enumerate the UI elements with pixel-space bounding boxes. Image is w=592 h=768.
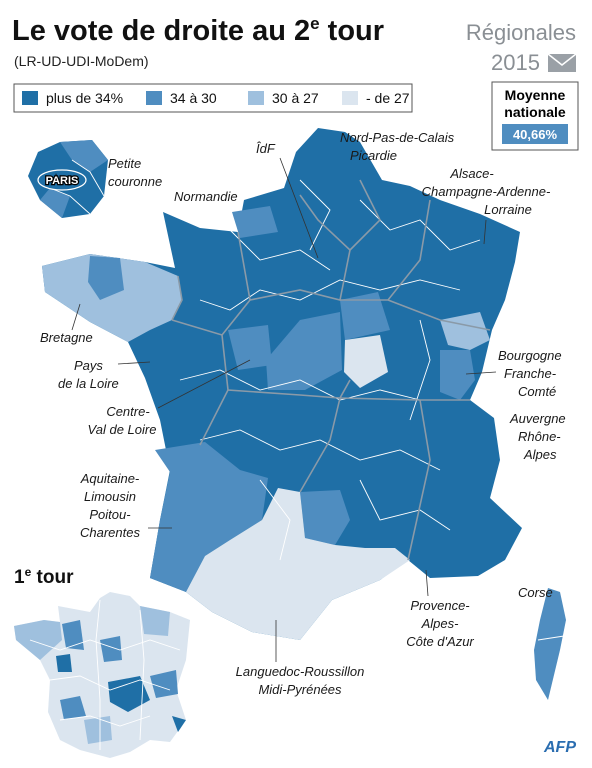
france-map bbox=[42, 128, 522, 640]
inset-zone bbox=[84, 716, 112, 744]
region-label: Normandie bbox=[174, 189, 238, 204]
region-label: ÎdF bbox=[256, 141, 276, 156]
legend-label: 34 à 30 bbox=[170, 90, 217, 106]
region-label: Picardie bbox=[350, 148, 397, 163]
region-label: Midi-Pyrénées bbox=[258, 682, 342, 697]
region-label: Petite bbox=[108, 156, 141, 171]
region-label: Côte d'Azur bbox=[406, 634, 474, 649]
region-label: Languedoc-Roussillon bbox=[236, 664, 365, 679]
region-label: Comté bbox=[518, 384, 556, 399]
inset-zone bbox=[60, 696, 86, 720]
region-label: Champagne-Ardenne- bbox=[422, 184, 551, 199]
region-label: Val de Loire bbox=[88, 422, 157, 437]
region-label: Alpes bbox=[523, 447, 557, 462]
legend-label: - de 27 bbox=[366, 90, 410, 106]
legend-swatch bbox=[146, 91, 162, 105]
source-logo: AFP bbox=[543, 739, 576, 756]
region-label: de la Loire bbox=[58, 376, 119, 391]
map-zone bbox=[88, 256, 124, 300]
inset-zone bbox=[62, 620, 84, 650]
region-label: Bourgogne bbox=[498, 348, 562, 363]
map-zone bbox=[440, 312, 490, 350]
region-label: Bretagne bbox=[40, 330, 93, 345]
region-label: Auvergne bbox=[509, 411, 566, 426]
election: Régionales bbox=[466, 20, 576, 45]
inset-zone bbox=[172, 716, 186, 732]
region-label: Alpes- bbox=[421, 616, 460, 631]
region-label: couronne bbox=[108, 174, 162, 189]
inset-zone bbox=[140, 606, 170, 636]
first-round-text: 1 bbox=[14, 567, 25, 588]
average-value: 40,66% bbox=[513, 127, 558, 142]
map-zone bbox=[300, 490, 350, 545]
legend-swatch bbox=[22, 91, 38, 105]
region-label: Alsace- bbox=[449, 166, 494, 181]
subtitle: (LR-UD-UDI-MoDem) bbox=[14, 53, 149, 69]
region-label: Provence- bbox=[410, 598, 470, 613]
first-round-sup: e bbox=[25, 565, 32, 579]
map-zone bbox=[344, 335, 388, 388]
first-round-map bbox=[14, 592, 190, 758]
region-labels: ÎdF Nord-Pas-de-Calais Picardie Alsace- … bbox=[40, 130, 566, 697]
inset-zone bbox=[60, 140, 108, 172]
inset-zone bbox=[108, 676, 150, 712]
paris-inset bbox=[28, 140, 108, 218]
first-round-title: 1e tour bbox=[14, 565, 74, 588]
average-label: nationale bbox=[504, 104, 566, 120]
legend: plus de 34% 34 à 30 30 à 27 - de 27 bbox=[22, 90, 410, 106]
map-zone bbox=[266, 312, 342, 390]
legend-label: 30 à 27 bbox=[272, 90, 319, 106]
map-zone bbox=[42, 254, 182, 342]
inset-paris bbox=[37, 169, 87, 191]
legend-label: plus de 34% bbox=[46, 90, 123, 106]
region-label: Centre- bbox=[106, 404, 150, 419]
average-swatch bbox=[502, 124, 568, 144]
title: Le vote de droite au 2e tour bbox=[12, 14, 384, 47]
year: 2015 bbox=[491, 50, 540, 75]
title-sup: e bbox=[310, 14, 319, 33]
map-zone bbox=[232, 206, 278, 238]
inset-zone bbox=[150, 670, 178, 698]
region-label: Rhône- bbox=[518, 429, 561, 444]
inset-zone bbox=[40, 188, 70, 218]
envelope-icon bbox=[547, 53, 577, 72]
region-label: Nord-Pas-de-Calais bbox=[340, 130, 455, 145]
region-label: Franche- bbox=[504, 366, 557, 381]
map-zone bbox=[440, 350, 475, 400]
legend-swatch bbox=[342, 91, 358, 105]
region-label: Limousin bbox=[84, 489, 136, 504]
region-label: Lorraine bbox=[484, 202, 532, 217]
region-label: Poitou- bbox=[89, 507, 131, 522]
region-label: Aquitaine- bbox=[80, 471, 140, 486]
inset-zone bbox=[100, 636, 122, 662]
paris-label: PARIS bbox=[46, 175, 79, 187]
average-label: Moyenne bbox=[505, 87, 566, 103]
first-round-end: tour bbox=[31, 567, 74, 588]
map-zone bbox=[340, 292, 390, 340]
title-end: tour bbox=[320, 15, 384, 47]
region-label: Corse bbox=[518, 585, 553, 600]
map-zone bbox=[150, 442, 268, 592]
inset-zone bbox=[14, 620, 62, 660]
title-text: Le vote de droite au 2 bbox=[12, 15, 310, 47]
corsica bbox=[534, 588, 566, 700]
map-zone bbox=[186, 488, 410, 640]
map-zone bbox=[228, 325, 272, 370]
inset-zone bbox=[56, 654, 72, 672]
region-label: Pays bbox=[74, 358, 103, 373]
region-label: Charentes bbox=[80, 525, 140, 540]
legend-swatch bbox=[248, 91, 264, 105]
